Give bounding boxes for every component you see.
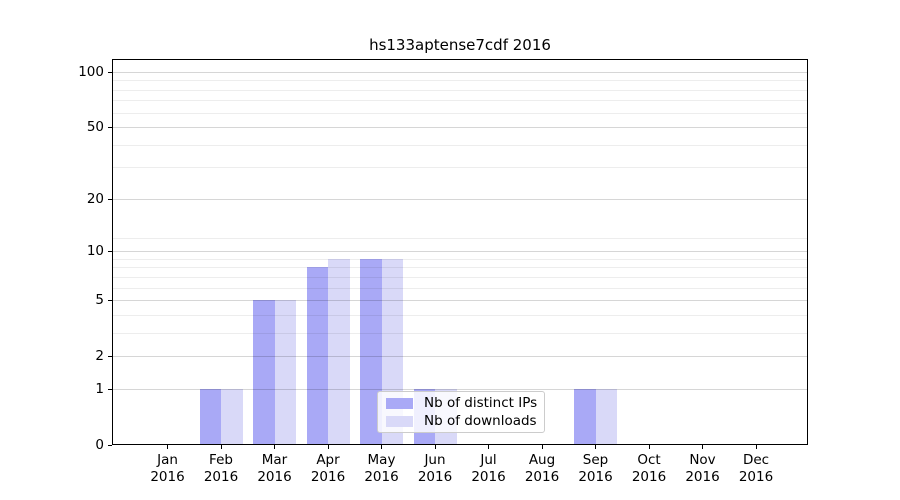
gridline-major (113, 127, 807, 128)
bar-apr-distinct-ips (306, 267, 328, 444)
bar-feb-distinct-ips (199, 389, 221, 444)
x-tick-label-sep: Sep 2016 (578, 452, 613, 485)
gridline-minor (113, 100, 807, 102)
plot-area (112, 59, 808, 445)
x-tick-mark (327, 445, 329, 449)
legend-entry-distinct-ips: Nb of distinct IPs (386, 395, 538, 411)
x-tick-mark (220, 445, 222, 449)
gridline-minor (113, 112, 807, 114)
gridline-minor (113, 144, 807, 146)
y-tick-mark (108, 300, 112, 302)
y-tick-mark (108, 251, 112, 253)
x-tick-label-mar: Mar 2016 (257, 452, 292, 485)
gridline-major (113, 356, 807, 358)
legend-swatch-distinct-ips-icon (386, 397, 413, 409)
bar-mar-downloads (274, 300, 296, 444)
y-tick-mark (108, 445, 112, 447)
y-tick-label: 50 (86, 119, 104, 135)
gridline-major (113, 389, 807, 391)
bar-sep-downloads (595, 389, 617, 444)
gridline-minor (113, 333, 807, 335)
chart-title: hs133aptense7cdf 2016 (369, 36, 551, 54)
gridline-minor (113, 89, 807, 91)
y-tick-label: 0 (95, 437, 104, 454)
x-tick-mark (702, 445, 703, 449)
y-tick-label: 100 (78, 63, 104, 80)
x-tick-mark (381, 445, 382, 449)
legend-swatch-downloads-icon (386, 415, 413, 427)
bar-mar-distinct-ips (253, 300, 275, 444)
legend: Nb of distinct IPs Nb of downloads (377, 391, 545, 433)
y-tick-label: 2 (95, 348, 104, 365)
x-tick-label-may: May 2016 (364, 452, 399, 485)
gridline-minor (113, 287, 807, 289)
x-tick-mark (648, 445, 650, 449)
x-tick-mark (755, 445, 757, 449)
bar-apr-downloads (328, 258, 350, 444)
y-tick-label: 20 (86, 190, 104, 207)
gridline-minor (113, 277, 807, 278)
bar-may-distinct-ips (360, 258, 382, 444)
gridline-minor (113, 80, 807, 82)
gridline-minor (113, 167, 807, 169)
x-tick-label-feb: Feb 2016 (203, 452, 239, 485)
x-tick-label-apr: Apr 2016 (310, 452, 346, 485)
y-tick-label: 1 (95, 381, 104, 398)
y-tick-mark (108, 127, 112, 128)
gridline-minor (113, 315, 807, 316)
bar-sep-distinct-ips (574, 389, 596, 444)
x-tick-mark (167, 445, 168, 449)
bar-feb-downloads (221, 389, 243, 444)
gridline-major (113, 251, 807, 253)
x-tick-mark (274, 445, 275, 449)
y-tick-label: 10 (86, 243, 104, 260)
y-tick-mark (108, 71, 112, 73)
x-tick-label-nov: Nov 2016 (685, 452, 720, 485)
y-tick-mark (108, 389, 112, 391)
x-tick-label-dec: Dec 2016 (738, 452, 774, 485)
x-tick-mark (434, 445, 436, 449)
y-tick-mark (108, 198, 112, 200)
gridline-major (113, 71, 807, 73)
legend-entry-downloads: Nb of downloads (386, 413, 537, 429)
legend-label: Nb of distinct IPs (424, 395, 538, 411)
x-tick-mark (541, 445, 543, 449)
gridline-major (113, 198, 807, 200)
x-tick-label-jun: Jun 2016 (417, 452, 453, 485)
x-tick-label-jan: Jan 2016 (150, 452, 185, 485)
legend-label: Nb of downloads (424, 413, 537, 429)
gridline-minor (113, 258, 807, 260)
y-tick-mark (108, 356, 112, 358)
x-tick-label-jul: Jul 2016 (471, 452, 506, 485)
y-tick-label: 5 (95, 292, 104, 309)
gridline-minor (113, 267, 807, 269)
gridline-major (113, 300, 807, 302)
x-tick-mark (488, 445, 489, 449)
x-tick-label-aug: Aug 2016 (524, 452, 560, 485)
gridline-minor (113, 237, 807, 239)
x-tick-mark (595, 445, 596, 449)
x-tick-label-oct: Oct 2016 (631, 452, 667, 485)
